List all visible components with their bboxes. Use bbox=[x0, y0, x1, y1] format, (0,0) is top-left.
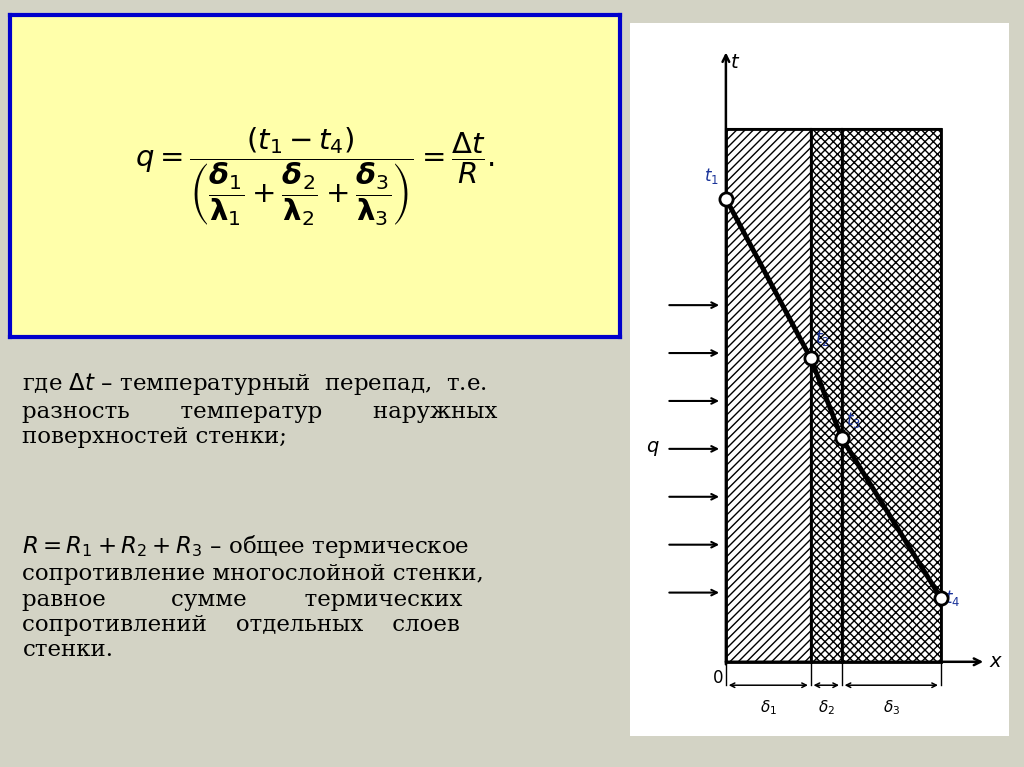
Text: $0$: $0$ bbox=[712, 669, 723, 687]
Text: $t$: $t$ bbox=[730, 53, 740, 72]
Text: $\delta_2$: $\delta_2$ bbox=[818, 698, 835, 716]
Text: $t_3$: $t_3$ bbox=[846, 410, 861, 430]
Point bbox=[933, 592, 949, 604]
Point bbox=[718, 193, 734, 205]
Text: $t_1$: $t_1$ bbox=[705, 166, 719, 186]
Text: $R = R_1 + R_2 + R_3$ – общее термическое
сопротивление многослойной стенки,
рав: $R = R_1 + R_2 + R_3$ – общее термическо… bbox=[23, 533, 484, 661]
Text: $\delta_3$: $\delta_3$ bbox=[883, 698, 900, 716]
Text: $q$: $q$ bbox=[646, 439, 659, 459]
Bar bbox=[726, 130, 941, 662]
Text: $\delta_1$: $\delta_1$ bbox=[760, 698, 777, 716]
Bar bbox=[811, 130, 842, 662]
Bar bbox=[842, 130, 941, 662]
Bar bbox=[726, 130, 811, 662]
Text: $x$: $x$ bbox=[989, 652, 1004, 671]
Text: $q = \dfrac{\left(t_1 - t_4\right)}{\left(\dfrac{\boldsymbol{\delta}_1}{\boldsym: $q = \dfrac{\left(t_1 - t_4\right)}{\lef… bbox=[135, 125, 495, 228]
Point bbox=[803, 352, 819, 364]
Text: $t_4$: $t_4$ bbox=[945, 588, 961, 608]
Point bbox=[834, 432, 850, 444]
Text: $t_2$: $t_2$ bbox=[815, 328, 830, 347]
Text: где $\Delta t$ – температурный  перепад,  т.е.
разность       температур       н: где $\Delta t$ – температурный перепад, … bbox=[23, 371, 498, 448]
